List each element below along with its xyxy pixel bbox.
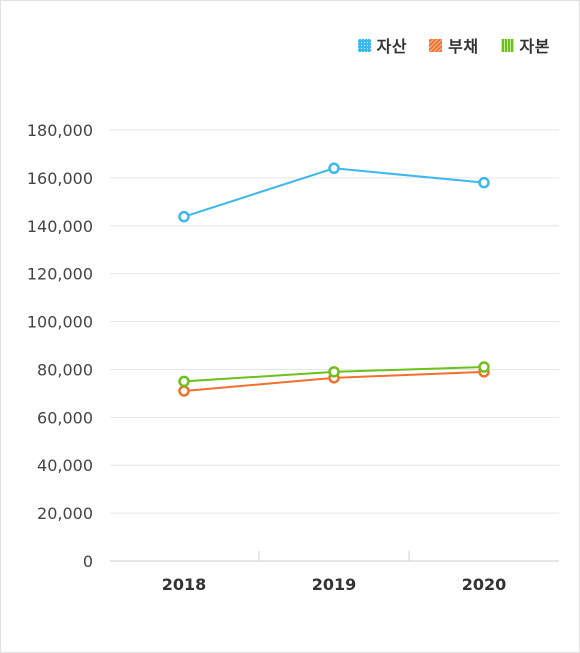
legend-item-equity: 자본: [500, 33, 550, 57]
y-tick-label: 0: [83, 552, 93, 571]
data-point-equity: [178, 375, 190, 388]
data-point-assets: [178, 210, 190, 223]
data-point-equity: [478, 361, 490, 373]
series-line-assets: [183, 167, 485, 218]
y-tick-label: 40,000: [37, 456, 93, 475]
y-tick-label: 160,000: [27, 169, 93, 188]
legend-item-liabilities: 부채: [429, 33, 478, 57]
legend-item-assets: 자산: [357, 33, 408, 57]
data-point-assets: [478, 176, 490, 189]
legend-swatch-assets: [357, 38, 371, 52]
y-tick-label: 80,000: [37, 360, 93, 379]
y-tick-label: 120,000: [27, 265, 93, 284]
y-tick-label: 100,000: [27, 313, 93, 332]
x-tick-label: 2020: [462, 575, 507, 594]
chart-legend: 자산 부채 자본: [336, 33, 550, 57]
data-point-liabilities: [178, 385, 190, 397]
legend-label-liabilities: 부채: [448, 37, 479, 56]
y-tick-label: 180,000: [27, 121, 93, 140]
legend-swatch-equity: [500, 38, 514, 52]
legend-label-equity: 자본: [519, 37, 550, 56]
y-tick-label: 140,000: [27, 217, 93, 236]
x-tick-label: 2018: [162, 575, 207, 594]
legend-label-assets: 자산: [376, 37, 408, 56]
y-tick-label: 20,000: [37, 504, 93, 523]
data-point-assets: [328, 162, 340, 175]
data-point-equity: [328, 366, 340, 378]
y-tick-label: 60,000: [37, 408, 93, 427]
x-tick-label: 2019: [312, 575, 357, 594]
legend-swatch-liabilities: [429, 38, 443, 52]
